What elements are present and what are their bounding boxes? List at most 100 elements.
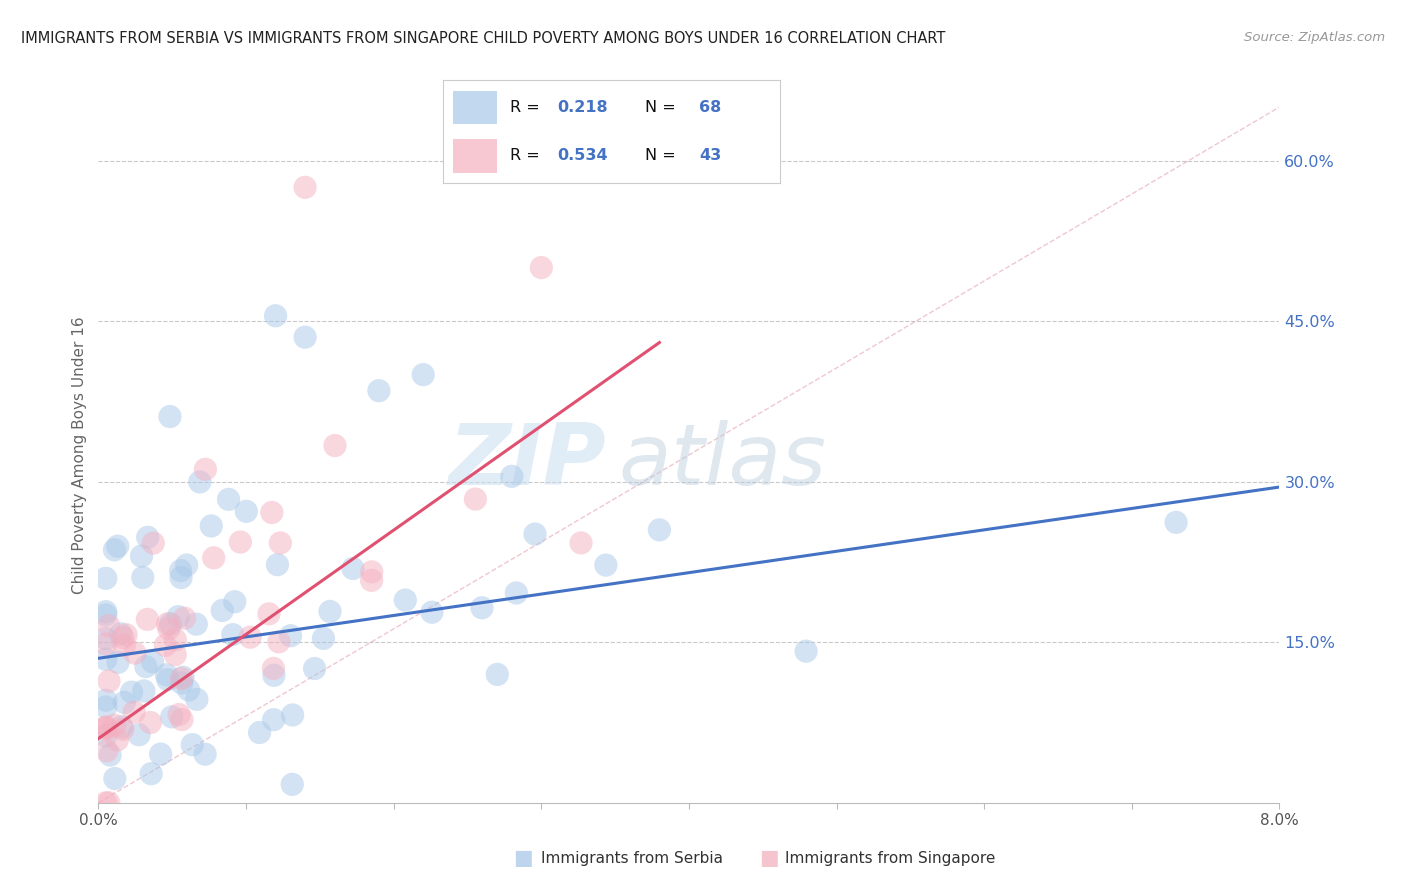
- Text: 0.218: 0.218: [558, 100, 609, 115]
- Point: [112, 639, 135, 653]
- Point: [464, 492, 486, 507]
- Point: [94, 722, 117, 736]
- Text: Immigrants from Singapore: Immigrants from Singapore: [785, 851, 995, 865]
- Point: [141, 766, 163, 780]
- Point: [235, 504, 257, 518]
- Point: [96, 744, 118, 758]
- Point: [280, 629, 302, 643]
- Point: [131, 549, 153, 563]
- Point: [505, 586, 527, 600]
- Point: [281, 708, 304, 723]
- Point: [111, 720, 134, 734]
- Point: [412, 368, 434, 382]
- Point: [486, 667, 509, 681]
- Text: R =: R =: [510, 100, 546, 115]
- Point: [112, 631, 135, 645]
- Point: [224, 595, 246, 609]
- Point: [107, 656, 129, 670]
- Point: [121, 685, 143, 699]
- Point: [165, 648, 187, 662]
- Point: [218, 492, 240, 507]
- Point: [186, 692, 208, 706]
- Point: [167, 707, 190, 722]
- Text: ZIP: ZIP: [449, 420, 606, 503]
- Point: [139, 715, 162, 730]
- Point: [97, 796, 120, 810]
- Point: [188, 475, 211, 489]
- Point: [176, 558, 198, 572]
- Point: [142, 536, 165, 550]
- Point: [112, 695, 135, 709]
- Point: [177, 682, 200, 697]
- Point: [170, 713, 193, 727]
- Point: [173, 611, 195, 625]
- Point: [132, 570, 155, 584]
- Point: [159, 409, 181, 424]
- Point: [136, 530, 159, 544]
- Point: [239, 630, 262, 644]
- Point: [319, 604, 342, 618]
- Point: [107, 539, 129, 553]
- Point: [94, 607, 117, 622]
- Point: [94, 796, 117, 810]
- Point: [94, 700, 117, 714]
- Point: [266, 558, 288, 572]
- Point: [103, 718, 125, 732]
- Point: [142, 655, 165, 669]
- Point: [156, 616, 179, 631]
- Point: [262, 661, 284, 675]
- Text: N =: N =: [645, 100, 682, 115]
- Point: [94, 637, 117, 651]
- Point: [569, 536, 592, 550]
- Point: [155, 667, 177, 681]
- Point: [94, 605, 117, 619]
- Text: Source: ZipAtlas.com: Source: ZipAtlas.com: [1244, 31, 1385, 45]
- Text: R =: R =: [510, 148, 546, 163]
- Point: [94, 729, 117, 743]
- Point: [97, 618, 120, 632]
- Point: [94, 720, 117, 734]
- Point: [200, 519, 222, 533]
- Point: [94, 632, 117, 646]
- Point: [149, 747, 172, 761]
- Point: [312, 632, 335, 646]
- Point: [260, 506, 283, 520]
- Point: [249, 725, 271, 739]
- Point: [269, 536, 291, 550]
- Text: Immigrants from Serbia: Immigrants from Serbia: [541, 851, 723, 865]
- Point: [595, 558, 617, 573]
- Text: 43: 43: [699, 148, 721, 163]
- Text: 0.534: 0.534: [558, 148, 609, 163]
- Point: [159, 617, 181, 632]
- Text: 68: 68: [699, 100, 721, 115]
- Point: [267, 635, 290, 649]
- Point: [794, 644, 817, 658]
- Point: [160, 710, 183, 724]
- Point: [229, 535, 252, 549]
- Point: [98, 747, 121, 762]
- Point: [211, 603, 233, 617]
- Point: [360, 574, 382, 588]
- Point: [360, 565, 382, 579]
- Point: [1164, 516, 1187, 530]
- Point: [170, 571, 193, 585]
- Point: [264, 309, 287, 323]
- Point: [342, 561, 364, 575]
- Point: [170, 672, 193, 686]
- Point: [135, 659, 157, 673]
- Point: [194, 462, 217, 476]
- Point: [323, 438, 346, 452]
- Point: [157, 622, 180, 636]
- Point: [111, 723, 134, 737]
- Point: [263, 668, 285, 682]
- Point: [156, 673, 179, 687]
- Text: ■: ■: [513, 848, 533, 868]
- Point: [648, 523, 671, 537]
- Point: [501, 469, 523, 483]
- Point: [165, 632, 187, 647]
- Point: [115, 628, 138, 642]
- Point: [170, 676, 193, 690]
- Point: [186, 617, 208, 632]
- Point: [94, 571, 117, 585]
- Point: [105, 732, 128, 747]
